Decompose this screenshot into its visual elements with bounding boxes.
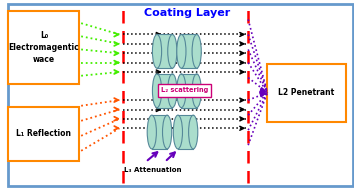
- Ellipse shape: [168, 34, 177, 68]
- FancyBboxPatch shape: [8, 107, 80, 161]
- Bar: [178, 115, 193, 149]
- Ellipse shape: [177, 74, 186, 108]
- Bar: [157, 34, 172, 68]
- Bar: [152, 115, 167, 149]
- Ellipse shape: [163, 115, 172, 149]
- Text: Coating Layer: Coating Layer: [144, 8, 230, 18]
- Ellipse shape: [177, 34, 186, 68]
- Bar: [157, 74, 172, 108]
- FancyBboxPatch shape: [267, 64, 346, 122]
- FancyBboxPatch shape: [8, 4, 353, 186]
- Text: L₃ Attenuation: L₃ Attenuation: [124, 167, 181, 173]
- Bar: [181, 74, 197, 108]
- Bar: [181, 34, 197, 68]
- Ellipse shape: [192, 34, 201, 68]
- Ellipse shape: [189, 115, 198, 149]
- Ellipse shape: [192, 74, 201, 108]
- Ellipse shape: [152, 34, 162, 68]
- Ellipse shape: [147, 115, 157, 149]
- Text: L₀
Electromagentic
wace: L₀ Electromagentic wace: [9, 31, 79, 64]
- Ellipse shape: [173, 115, 182, 149]
- Text: L₁ Reflection: L₁ Reflection: [16, 129, 71, 138]
- Text: L₂ scattering: L₂ scattering: [161, 87, 208, 93]
- Ellipse shape: [152, 74, 162, 108]
- Text: L2 Penetrant: L2 Penetrant: [278, 88, 334, 97]
- FancyBboxPatch shape: [8, 11, 80, 84]
- Ellipse shape: [168, 74, 177, 108]
- FancyBboxPatch shape: [158, 84, 211, 97]
